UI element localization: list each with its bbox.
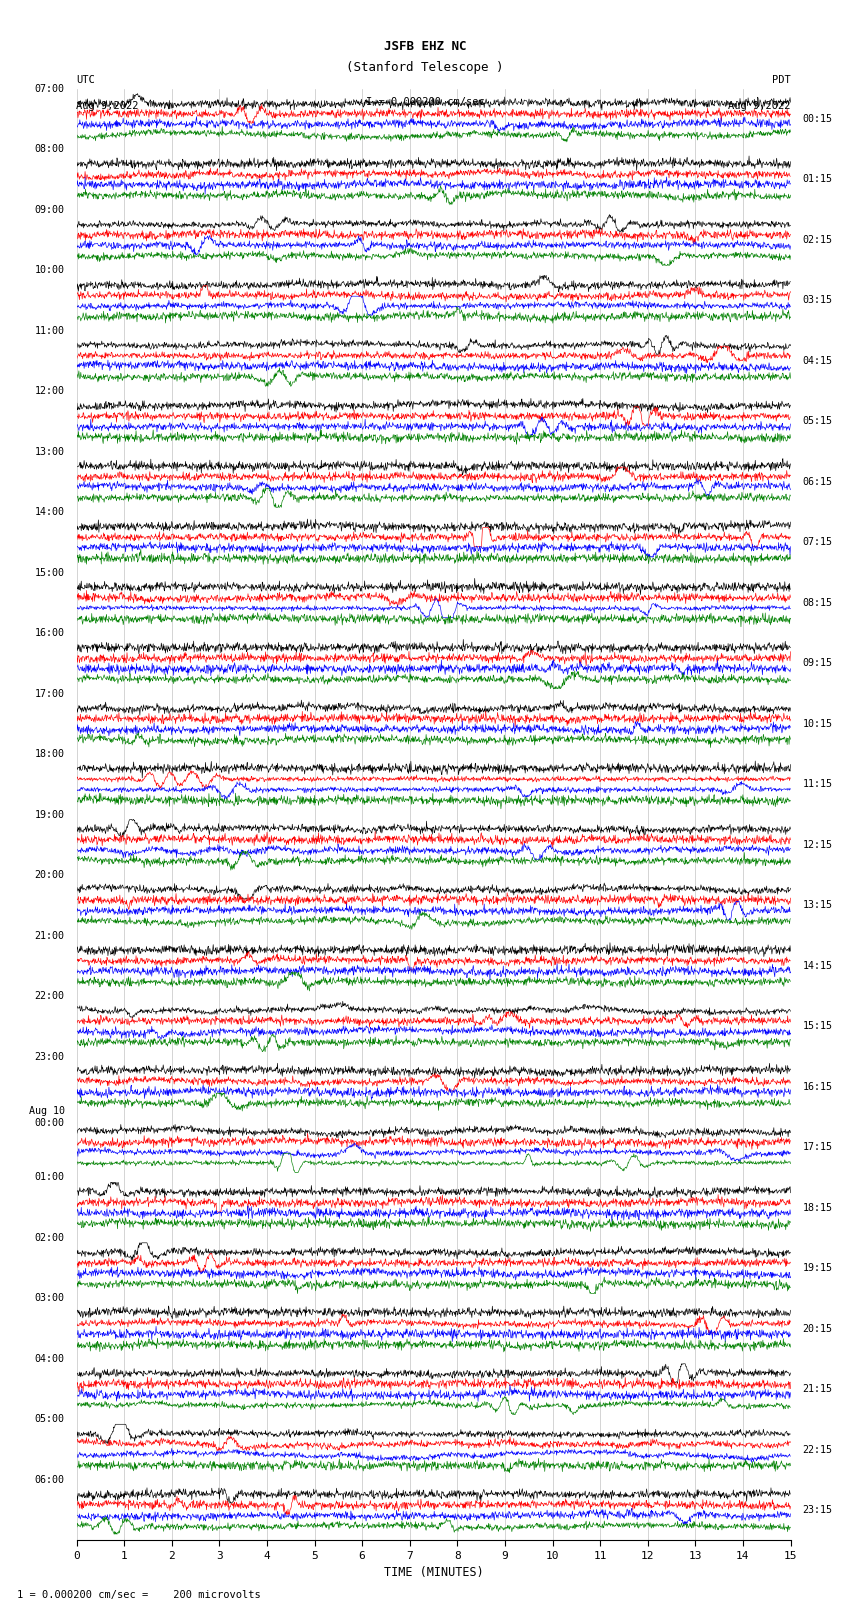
Text: 16:00: 16:00: [35, 627, 65, 639]
Text: 01:00: 01:00: [35, 1173, 65, 1182]
Text: 18:15: 18:15: [802, 1203, 832, 1213]
Text: 03:15: 03:15: [802, 295, 832, 305]
Text: 19:15: 19:15: [802, 1263, 832, 1273]
Text: 23:00: 23:00: [35, 1052, 65, 1061]
Text: 21:15: 21:15: [802, 1384, 832, 1394]
Text: Aug 9,2022: Aug 9,2022: [76, 102, 139, 111]
Text: Aug 10
00:00: Aug 10 00:00: [29, 1107, 65, 1127]
Text: Aug 9,2022: Aug 9,2022: [728, 102, 791, 111]
Text: 15:00: 15:00: [35, 568, 65, 577]
Text: 12:00: 12:00: [35, 386, 65, 397]
Text: 09:00: 09:00: [35, 205, 65, 215]
Text: 10:15: 10:15: [802, 719, 832, 729]
Text: 1 = 0.000200 cm/sec =    200 microvolts: 1 = 0.000200 cm/sec = 200 microvolts: [17, 1590, 261, 1600]
Text: UTC: UTC: [76, 76, 95, 85]
Text: 08:15: 08:15: [802, 598, 832, 608]
Text: 04:00: 04:00: [35, 1353, 65, 1365]
Text: 20:00: 20:00: [35, 869, 65, 881]
Text: 08:00: 08:00: [35, 144, 65, 155]
Text: 18:00: 18:00: [35, 748, 65, 760]
Text: 13:15: 13:15: [802, 900, 832, 910]
Text: 21:00: 21:00: [35, 931, 65, 940]
Text: 17:15: 17:15: [802, 1142, 832, 1152]
Text: 06:15: 06:15: [802, 477, 832, 487]
Text: 07:15: 07:15: [802, 537, 832, 547]
Text: 03:00: 03:00: [35, 1294, 65, 1303]
Text: 19:00: 19:00: [35, 810, 65, 819]
Text: 11:00: 11:00: [35, 326, 65, 336]
X-axis label: TIME (MINUTES): TIME (MINUTES): [383, 1566, 484, 1579]
Text: PDT: PDT: [772, 76, 791, 85]
Text: 00:15: 00:15: [802, 115, 832, 124]
Text: JSFB EHZ NC: JSFB EHZ NC: [383, 40, 467, 53]
Text: I = 0.000200 cm/sec: I = 0.000200 cm/sec: [366, 97, 484, 106]
Text: 20:15: 20:15: [802, 1324, 832, 1334]
Text: 14:15: 14:15: [802, 961, 832, 971]
Text: 22:15: 22:15: [802, 1445, 832, 1455]
Text: 05:00: 05:00: [35, 1415, 65, 1424]
Text: 15:15: 15:15: [802, 1021, 832, 1031]
Text: 12:15: 12:15: [802, 840, 832, 850]
Text: 09:15: 09:15: [802, 658, 832, 668]
Text: 11:15: 11:15: [802, 779, 832, 789]
Text: 02:00: 02:00: [35, 1232, 65, 1244]
Text: 16:15: 16:15: [802, 1082, 832, 1092]
Text: 05:15: 05:15: [802, 416, 832, 426]
Text: (Stanford Telescope ): (Stanford Telescope ): [346, 61, 504, 74]
Text: 23:15: 23:15: [802, 1505, 832, 1515]
Text: 06:00: 06:00: [35, 1474, 65, 1486]
Text: 10:00: 10:00: [35, 265, 65, 276]
Text: 02:15: 02:15: [802, 235, 832, 245]
Text: 01:15: 01:15: [802, 174, 832, 184]
Text: 22:00: 22:00: [35, 990, 65, 1002]
Text: 04:15: 04:15: [802, 356, 832, 366]
Text: 13:00: 13:00: [35, 447, 65, 456]
Text: 17:00: 17:00: [35, 689, 65, 698]
Text: 07:00: 07:00: [35, 84, 65, 94]
Text: 14:00: 14:00: [35, 506, 65, 518]
